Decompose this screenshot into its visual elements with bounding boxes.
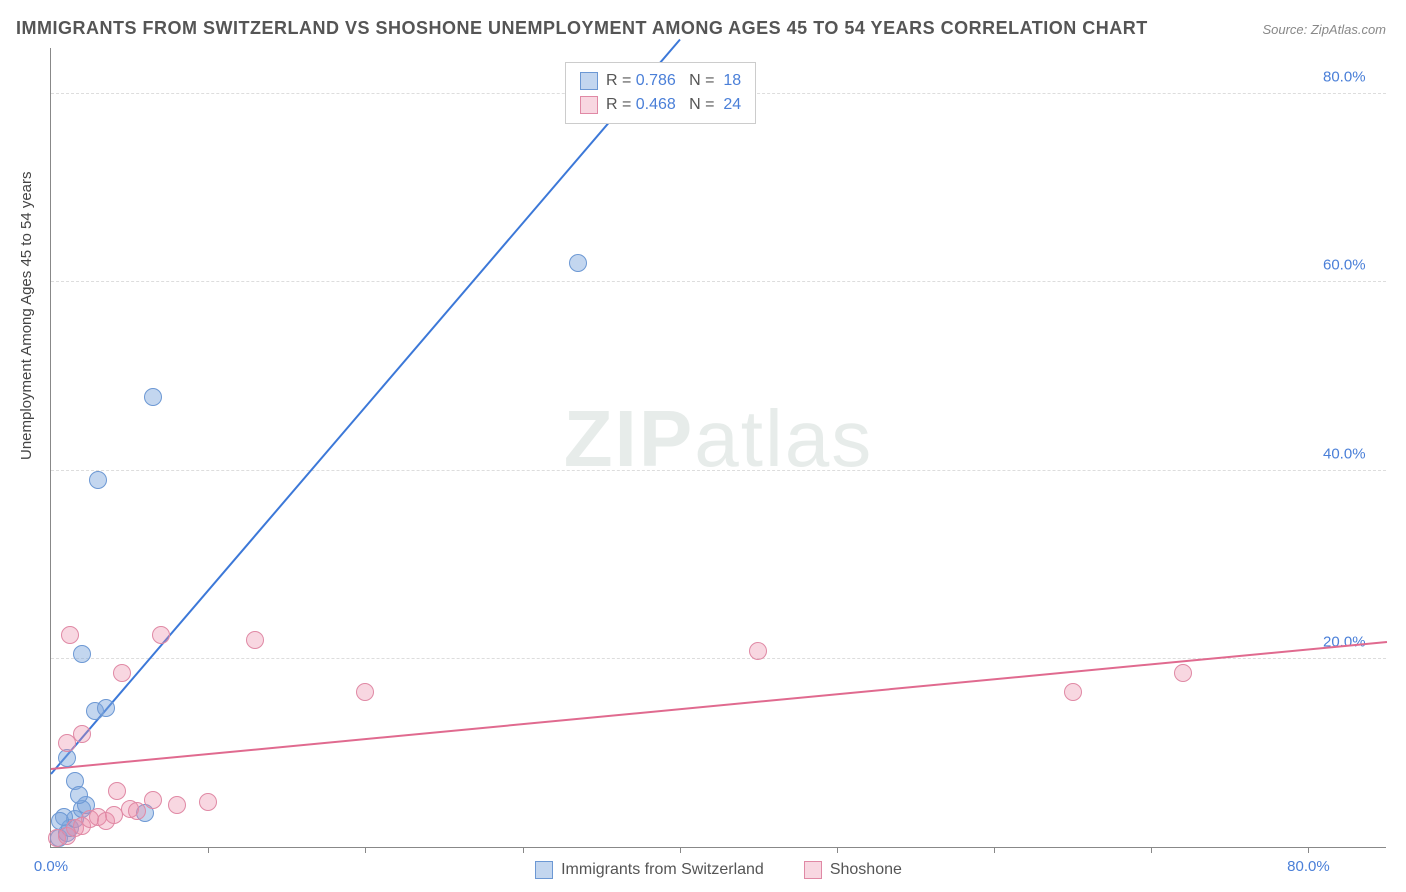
data-point <box>199 793 217 811</box>
data-point <box>61 626 79 644</box>
x-tick <box>680 847 681 853</box>
legend-stats-box: R = 0.786 N = 18R = 0.468 N = 24 <box>565 62 756 124</box>
data-point <box>152 626 170 644</box>
gridline <box>51 658 1386 659</box>
y-tick-label: 40.0% <box>1323 445 1378 462</box>
legend-bottom: Immigrants from Switzerland Shoshone <box>51 861 1386 879</box>
data-point <box>144 791 162 809</box>
legend-label: Immigrants from Switzerland <box>561 861 764 879</box>
legend-stats-text: R = 0.468 N = 24 <box>606 93 741 117</box>
x-tick <box>1151 847 1152 853</box>
y-tick-label: 60.0% <box>1323 257 1378 274</box>
gridline <box>51 470 1386 471</box>
legend-item: Shoshone <box>804 861 902 879</box>
data-point <box>70 786 88 804</box>
data-point <box>73 645 91 663</box>
trend-line <box>51 641 1387 770</box>
scatter-plot: ZIPatlas 20.0%40.0%60.0%80.0%0.0%80.0%R … <box>50 48 1386 848</box>
data-point <box>128 802 146 820</box>
legend-swatch <box>580 96 598 114</box>
trend-line <box>50 39 680 774</box>
legend-swatch <box>580 72 598 90</box>
data-point <box>1174 664 1192 682</box>
data-point <box>356 683 374 701</box>
data-point <box>246 631 264 649</box>
data-point <box>97 699 115 717</box>
legend-stats-row: R = 0.786 N = 18 <box>580 69 741 93</box>
x-tick <box>837 847 838 853</box>
data-point <box>1064 683 1082 701</box>
chart-title: IMMIGRANTS FROM SWITZERLAND VS SHOSHONE … <box>16 18 1148 39</box>
x-tick <box>523 847 524 853</box>
gridline <box>51 281 1386 282</box>
y-axis-label: Unemployment Among Ages 45 to 54 years <box>18 171 35 460</box>
legend-stats-row: R = 0.468 N = 24 <box>580 93 741 117</box>
x-tick <box>365 847 366 853</box>
x-tick <box>994 847 995 853</box>
data-point <box>108 782 126 800</box>
x-tick <box>1308 847 1309 853</box>
legend-item: Immigrants from Switzerland <box>535 861 764 879</box>
y-tick-label: 80.0% <box>1323 69 1378 86</box>
data-point <box>113 664 131 682</box>
source-label: Source: ZipAtlas.com <box>1262 22 1386 37</box>
data-point <box>89 471 107 489</box>
data-point <box>168 796 186 814</box>
legend-stats-text: R = 0.786 N = 18 <box>606 69 741 93</box>
data-point <box>144 388 162 406</box>
data-point <box>569 254 587 272</box>
legend-label: Shoshone <box>830 861 902 879</box>
data-point <box>73 725 91 743</box>
legend-swatch <box>804 861 822 879</box>
x-tick <box>208 847 209 853</box>
data-point <box>749 642 767 660</box>
legend-swatch <box>535 861 553 879</box>
